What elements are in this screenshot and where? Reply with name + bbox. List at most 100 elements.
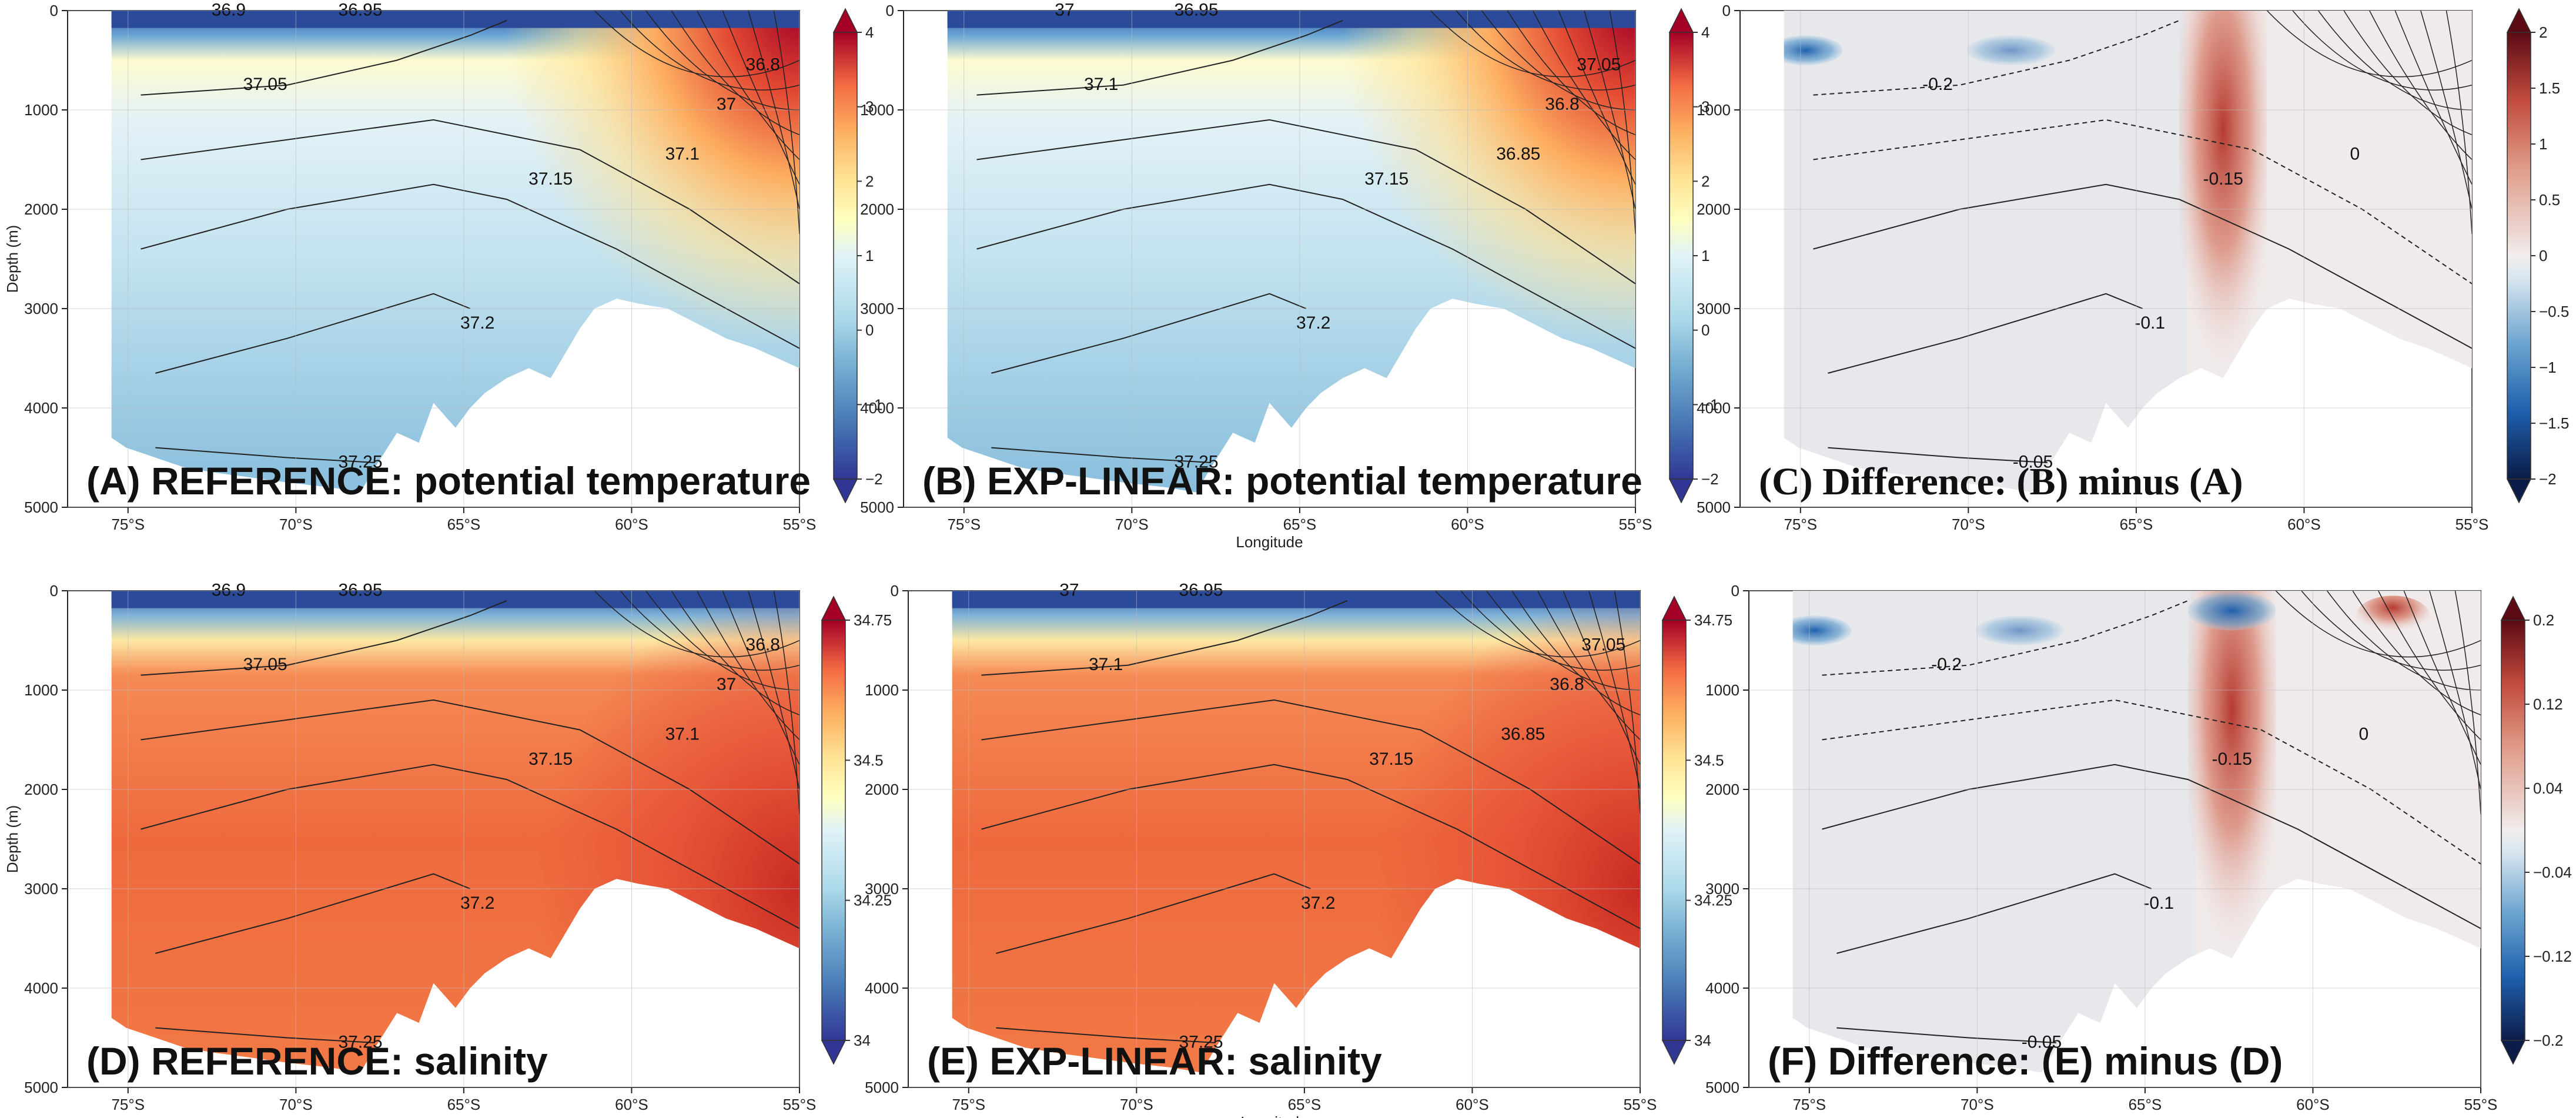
contour-line <box>671 591 800 715</box>
contour-line <box>2292 11 2472 91</box>
contour-line <box>140 600 507 676</box>
colorbar-tick-label: 34.5 <box>854 751 884 769</box>
contour-line <box>1511 591 1640 715</box>
contour-line <box>140 119 800 284</box>
x-tick-label: 60°S <box>2296 1096 2330 1113</box>
contour-line <box>155 447 375 463</box>
contour-line <box>1460 591 1640 671</box>
colorbar-tick-label: 34.75 <box>854 611 892 629</box>
contour-label: -0.05 <box>2022 1032 2062 1052</box>
field-E <box>952 591 1640 1073</box>
x-tick-label: 55°S <box>2464 1096 2498 1113</box>
contour-label: -0.1 <box>2143 893 2174 913</box>
x-tick-label: 75°S <box>952 1096 985 1113</box>
y-tick-label: 1000 <box>865 681 899 699</box>
colorbar-extend-max <box>2506 8 2532 33</box>
panel-title: (D) REFERENCE: salinity <box>86 1039 548 1083</box>
colorbar-tick-label: 34.25 <box>854 892 892 909</box>
contour-line <box>2454 591 2481 815</box>
contour-line <box>996 1027 1216 1043</box>
diff-blue-anomaly <box>1792 615 1852 645</box>
colorbar-tick-label: 34.75 <box>1694 611 1732 629</box>
contour-line <box>722 11 800 185</box>
contour-line <box>697 11 800 160</box>
contour-label: 37.25 <box>1179 1032 1223 1052</box>
y-tick-label: 2000 <box>24 200 58 218</box>
contour-line <box>2352 591 2481 715</box>
y-tick-label: 2000 <box>860 200 894 218</box>
colorbar-tick-label: 0.2 <box>2533 611 2554 629</box>
contours <box>1822 591 2481 1043</box>
contour-line <box>2301 591 2481 671</box>
contour-label: 37.25 <box>1174 452 1218 471</box>
colorbar-tick-label: −1 <box>2539 359 2557 376</box>
contour-label: 37.2 <box>460 313 494 333</box>
x-axis-title: Longitude <box>1236 533 1303 551</box>
contour-line <box>2326 591 2481 691</box>
colorbar-extend-max <box>1668 8 1694 33</box>
contour-line <box>2378 591 2481 741</box>
contour-line <box>1558 11 1635 185</box>
contour-line <box>773 11 800 235</box>
colorbar-tick-label: −0.5 <box>2539 303 2569 320</box>
colorbar-tick-label: 1 <box>1701 247 1709 265</box>
contour-label: 37.05 <box>1577 55 1621 74</box>
contour-label: 37.05 <box>243 75 287 94</box>
contour-line <box>1456 11 1635 91</box>
contour-label: 37.25 <box>338 1032 382 1052</box>
grid <box>68 590 800 1088</box>
colorbar-tick-label: −0.12 <box>2533 948 2572 965</box>
colorbar-tick-label: 34.25 <box>1694 892 1732 909</box>
contour-label: 36.95 <box>1174 0 1218 19</box>
contour-line <box>722 591 800 765</box>
colorbar: 2 1.5 1 0.5 0 −0.5 −1 −1.5 −2 <box>2506 8 2569 504</box>
colorbar-tick-label: 0.04 <box>2533 779 2563 797</box>
y-tick-label: 4000 <box>860 399 894 417</box>
x-tick-label: 75°S <box>1792 1096 1826 1113</box>
colorbar-tick-label: 34 <box>854 1032 871 1049</box>
colorbar: 34.75 34.5 34.25 34 <box>821 595 892 1065</box>
contour-label: 37.2 <box>1296 313 1330 333</box>
colorbar: 4 3 2 1 0 −1 −2 <box>832 8 883 504</box>
contours <box>1813 11 2472 463</box>
y-tick-label: 0 <box>1731 582 1739 600</box>
contour-label: 37.15 <box>528 749 573 769</box>
colorbar-tick-label: −2 <box>865 470 883 488</box>
contour-label: 37.05 <box>243 655 287 674</box>
contour-line <box>1836 873 2152 954</box>
x-tick-label: 55°S <box>783 1096 817 1113</box>
contour-line <box>1813 183 2472 349</box>
contour-label: 37.1 <box>1084 75 1118 94</box>
contour-label: 37 <box>1059 580 1079 600</box>
contour-label: 37.1 <box>665 145 700 164</box>
contours <box>976 11 1635 463</box>
y-tick-label: 5000 <box>1697 498 1731 516</box>
colorbar-extend-min <box>832 478 858 504</box>
panel-D: 37.05 37.15 37.2 37.25 37.1 37 36.8 36.9 36.95 75… <box>4 580 892 1113</box>
diff-blue-anomaly <box>1784 35 1843 65</box>
panel-C: -0.2 -0.15 -0.1 -0.05 0 75°S 70°S 65°S 60°S 55°S 0… <box>1697 2 2569 533</box>
contour-line <box>1813 19 2180 96</box>
contour-line <box>976 19 1343 96</box>
colorbar-tick-label: 3 <box>865 98 874 116</box>
contour-label: -0.2 <box>1922 75 1953 94</box>
contour-label: 37 <box>717 95 736 114</box>
colorbar-tick-label: 34 <box>1694 1032 1711 1049</box>
contour-line <box>155 873 471 954</box>
contour-line <box>1563 591 1640 765</box>
x-tick-label: 70°S <box>279 516 313 533</box>
y-tick-label: 5000 <box>24 498 58 516</box>
y-tick-label: 1000 <box>1697 101 1731 119</box>
contour-label: 37.25 <box>338 452 382 471</box>
grid <box>68 10 800 508</box>
y-tick-label: 2000 <box>1697 200 1731 218</box>
contour-label: -0.15 <box>2212 749 2252 769</box>
colorbar-tick-label: 1 <box>865 247 874 265</box>
y-axis-title: Depth (m) <box>4 805 21 873</box>
x-tick-label: 75°S <box>111 516 145 533</box>
panel-F: -0.2 -0.15 -0.1 -0.05 0 75°S 70°S 65°S 60°S 55°S 0… <box>1705 582 2572 1113</box>
panel-B: 37.1 37.15 37.2 37.25 36.85 36.8 37.05 37 36.95 7… <box>860 0 1719 551</box>
y-tick-label: 0 <box>1722 2 1731 19</box>
contour-label: 36.9 <box>212 0 246 19</box>
x-tick-label: 65°S <box>2129 1096 2162 1113</box>
